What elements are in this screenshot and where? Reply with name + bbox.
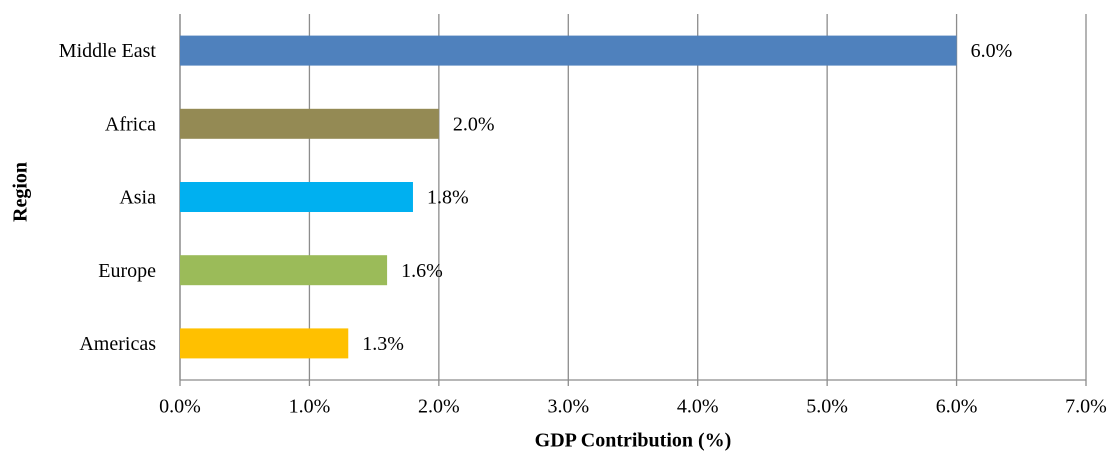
bar <box>180 182 413 212</box>
x-tick-label: 1.0% <box>289 396 331 418</box>
bar <box>180 328 349 359</box>
data-label: 6.0% <box>971 40 1013 62</box>
x-axis-title: GDP Contribution (%) <box>535 430 732 452</box>
y-tick-label: Africa <box>105 113 156 135</box>
y-tick-label: Europe <box>98 260 156 282</box>
y-tick-label: Middle East <box>59 40 157 62</box>
x-tick-label: 3.0% <box>547 396 589 418</box>
data-label: 1.8% <box>427 187 469 209</box>
x-tick-label: 2.0% <box>418 396 460 418</box>
data-label: 1.3% <box>362 333 404 355</box>
x-tick-label: 4.0% <box>677 396 719 418</box>
x-tick-label: 5.0% <box>806 396 848 418</box>
bar <box>180 108 439 139</box>
x-tick-label: 6.0% <box>936 396 978 418</box>
data-label: 1.6% <box>401 260 443 282</box>
x-tick-label: 0.0% <box>159 396 201 418</box>
y-tick-label: Asia <box>119 187 156 209</box>
y-tick-label: Americas <box>79 333 156 355</box>
bar <box>180 35 957 66</box>
bar <box>180 255 388 286</box>
x-tick-label: 7.0% <box>1065 396 1107 418</box>
y-axis-title: Region <box>10 162 32 222</box>
data-label: 2.0% <box>453 113 495 135</box>
